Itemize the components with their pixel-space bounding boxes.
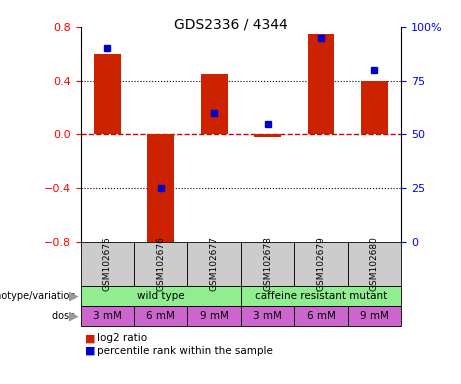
Text: 6 mM: 6 mM [307, 311, 336, 321]
Text: 3 mM: 3 mM [253, 311, 282, 321]
Text: ■: ■ [85, 346, 96, 356]
Bar [254, 134, 281, 137]
Text: dose: dose [52, 311, 78, 321]
Text: GSM102679: GSM102679 [316, 237, 325, 291]
Text: GSM102677: GSM102677 [210, 237, 219, 291]
Text: GSM102678: GSM102678 [263, 237, 272, 291]
Text: GDS2336 / 4344: GDS2336 / 4344 [174, 17, 287, 31]
Text: GSM102676: GSM102676 [156, 237, 165, 291]
Bar [201, 74, 228, 134]
Text: wild type: wild type [137, 291, 184, 301]
Text: 9 mM: 9 mM [200, 311, 229, 321]
Text: percentile rank within the sample: percentile rank within the sample [97, 346, 273, 356]
Bar [361, 81, 388, 134]
Text: GSM102680: GSM102680 [370, 237, 379, 291]
Text: ■: ■ [85, 333, 96, 343]
Text: 3 mM: 3 mM [93, 311, 122, 321]
Text: ▶: ▶ [69, 310, 78, 323]
Bar [94, 54, 121, 134]
Text: GSM102675: GSM102675 [103, 237, 112, 291]
Text: 9 mM: 9 mM [360, 311, 389, 321]
Text: 6 mM: 6 mM [146, 311, 175, 321]
Text: ▶: ▶ [69, 290, 78, 303]
Text: caffeine resistant mutant: caffeine resistant mutant [255, 291, 387, 301]
Bar [307, 34, 334, 134]
Text: log2 ratio: log2 ratio [97, 333, 147, 343]
Bar [148, 134, 174, 249]
Text: genotype/variation: genotype/variation [0, 291, 78, 301]
